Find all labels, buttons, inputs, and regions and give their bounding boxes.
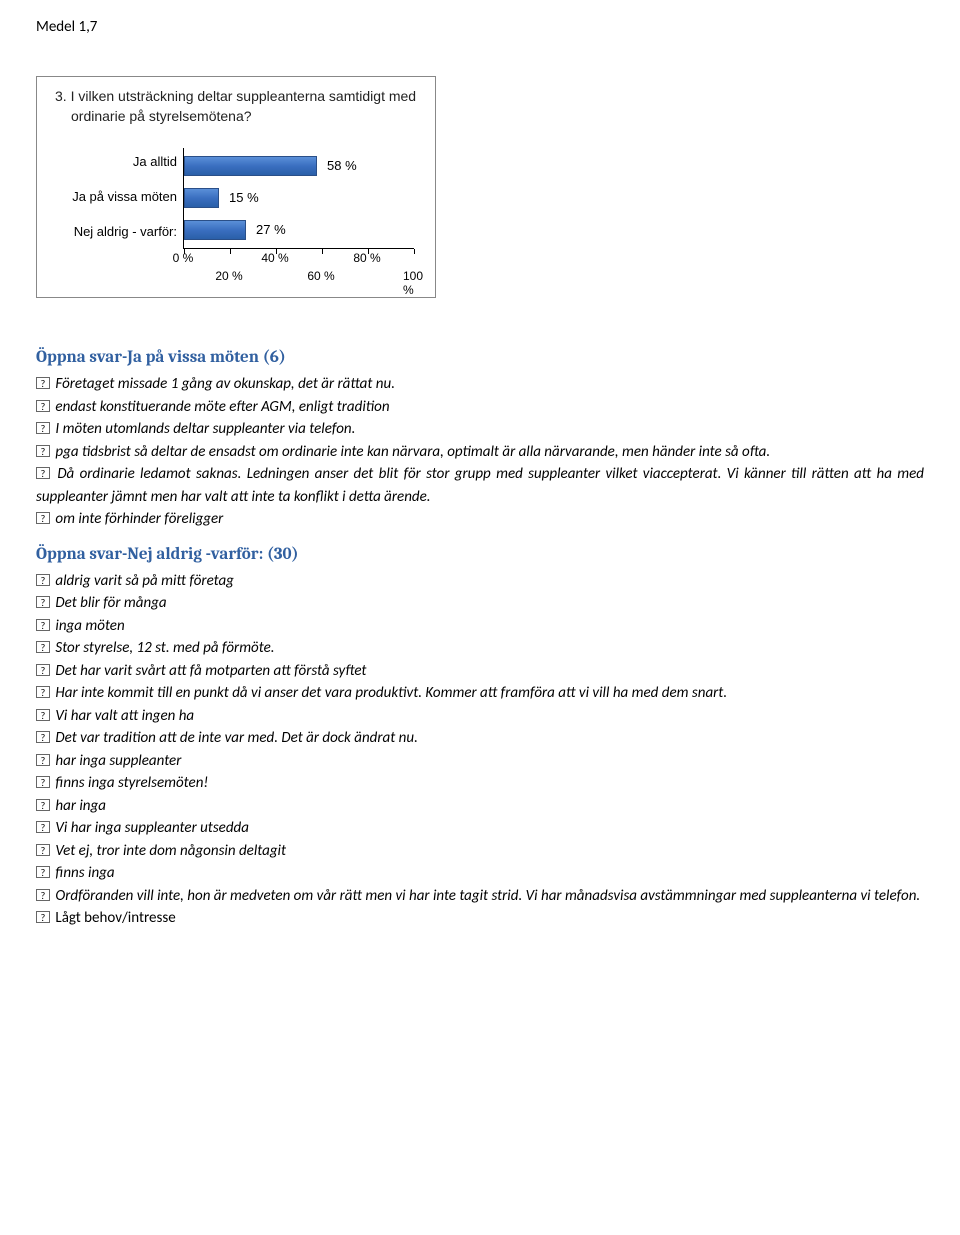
bar-1 [184, 188, 219, 208]
bar-row-2: 27 % [184, 220, 286, 240]
list-item: ? I möten utomlands deltar suppleanter v… [36, 418, 924, 441]
x-label-60: 60 % [307, 269, 334, 283]
list-item: ? Stor styrelse, 12 st. med på förmöte. [36, 637, 924, 660]
list-item: ? Det var tradition att de inte var med.… [36, 727, 924, 750]
list-item: ? inga möten [36, 615, 924, 638]
list-item: ? Vet ej, tror inte dom någonsin deltagi… [36, 840, 924, 863]
y-label-2: Nej aldrig - varför: [49, 217, 177, 247]
item-text: Stor styrelse, 12 st. med på förmöte. [55, 639, 274, 657]
x-label-40: 40 % [261, 251, 288, 265]
item-text: I möten utomlands deltar suppleanter via… [55, 420, 355, 438]
chart-area: Ja alltid Ja på vissa möten Nej aldrig -… [49, 144, 423, 249]
item-text: om inte förhinder föreligger [55, 510, 223, 528]
item-text: Vi har inga suppleanter utsedda [55, 819, 249, 837]
list-item: ? Vi har valt att ingen ha [36, 705, 924, 728]
chart-container: 3. I vilken utsträckning deltar supplean… [36, 76, 436, 298]
list-item: ? om inte förhinder föreligger [36, 508, 924, 531]
bar-0 [184, 156, 317, 176]
list-item: ? Har inte kommit till en punkt då vi an… [36, 682, 924, 705]
list-item: ? har inga suppleanter [36, 750, 924, 773]
x-label-80: 80 % [353, 251, 380, 265]
list-item: ? Ordföranden vill inte, hon är medveten… [36, 885, 924, 908]
item-text: finns inga styrelsemöten! [55, 774, 208, 792]
page-header: Medel 1,7 [36, 18, 924, 36]
list-item: ? aldrig varit så på mitt företag [36, 570, 924, 593]
item-text: Vet ej, tror inte dom någonsin deltagit [55, 842, 286, 860]
y-label-1: Ja på vissa möten [49, 182, 177, 212]
bar-label-2: 27 % [256, 220, 286, 240]
item-text: Vi har valt att ingen ha [55, 707, 194, 725]
section2-heading: Öppna svar-Nej aldrig -varför: (30) [36, 545, 924, 564]
list-item: ? finns inga styrelsemöten! [36, 772, 924, 795]
item-text: har inga [55, 797, 106, 815]
item-text: finns inga [55, 864, 114, 882]
x-label-100: 100 % [403, 269, 423, 297]
item-text: Det har varit svårt att få motparten att… [55, 662, 366, 680]
bar-label-1: 15 % [229, 188, 259, 208]
chart-plot: 58 % 15 % 27 % [183, 148, 414, 249]
section2-list: ? aldrig varit så på mitt företag ? Det … [36, 570, 924, 930]
bar-label-0: 58 % [327, 156, 357, 176]
chart-x-labels: 0 % 40 % 80 % 20 % 60 % 100 % [183, 249, 413, 289]
x-label-0: 0 % [173, 251, 194, 265]
item-text: Företaget missade 1 gång av okunskap, de… [55, 375, 395, 393]
list-item: ? har inga [36, 795, 924, 818]
item-text: inga möten [55, 617, 124, 635]
list-item: ? Det blir för många [36, 592, 924, 615]
item-text: Då ordinarie ledamot saknas. Ledningen a… [36, 465, 924, 506]
y-label-0: Ja alltid [49, 147, 177, 177]
chart-y-labels: Ja alltid Ja på vissa möten Nej aldrig -… [49, 144, 183, 249]
bar-row-0: 58 % [184, 156, 357, 176]
list-item: ? Företaget missade 1 gång av okunskap, … [36, 373, 924, 396]
section1-heading: Öppna svar-Ja på vissa möten (6) [36, 348, 924, 367]
item-text: har inga suppleanter [55, 752, 181, 770]
list-item: ? Vi har inga suppleanter utsedda [36, 817, 924, 840]
item-text: Det blir för många [55, 594, 166, 612]
list-item: ? Det har varit svårt att få motparten a… [36, 660, 924, 683]
item-text: pga tidsbrist så deltar de ensadst om or… [55, 443, 770, 461]
list-item: ? finns inga [36, 862, 924, 885]
item-text: Har inte kommit till en punkt då vi anse… [55, 684, 727, 702]
item-text: Lågt behov/intresse [55, 909, 175, 927]
item-text: Det var tradition att de inte var med. D… [55, 729, 417, 747]
x-label-20: 20 % [215, 269, 242, 283]
item-text: endast konstituerande möte efter AGM, en… [55, 398, 389, 416]
section1-list: ? Företaget missade 1 gång av okunskap, … [36, 373, 924, 531]
list-item: ? endast konstituerande möte efter AGM, … [36, 396, 924, 419]
list-item: ? pga tidsbrist så deltar de ensadst om … [36, 441, 924, 464]
list-item: ? Då ordinarie ledamot saknas. Ledningen… [36, 463, 924, 508]
item-text: Ordföranden vill inte, hon är medveten o… [55, 887, 920, 905]
list-item: ? Lågt behov/intresse [36, 907, 924, 930]
bar-2 [184, 220, 246, 240]
item-text: aldrig varit så på mitt företag [55, 572, 233, 590]
bar-row-1: 15 % [184, 188, 259, 208]
chart-title: 3. I vilken utsträckning deltar supplean… [49, 87, 423, 126]
